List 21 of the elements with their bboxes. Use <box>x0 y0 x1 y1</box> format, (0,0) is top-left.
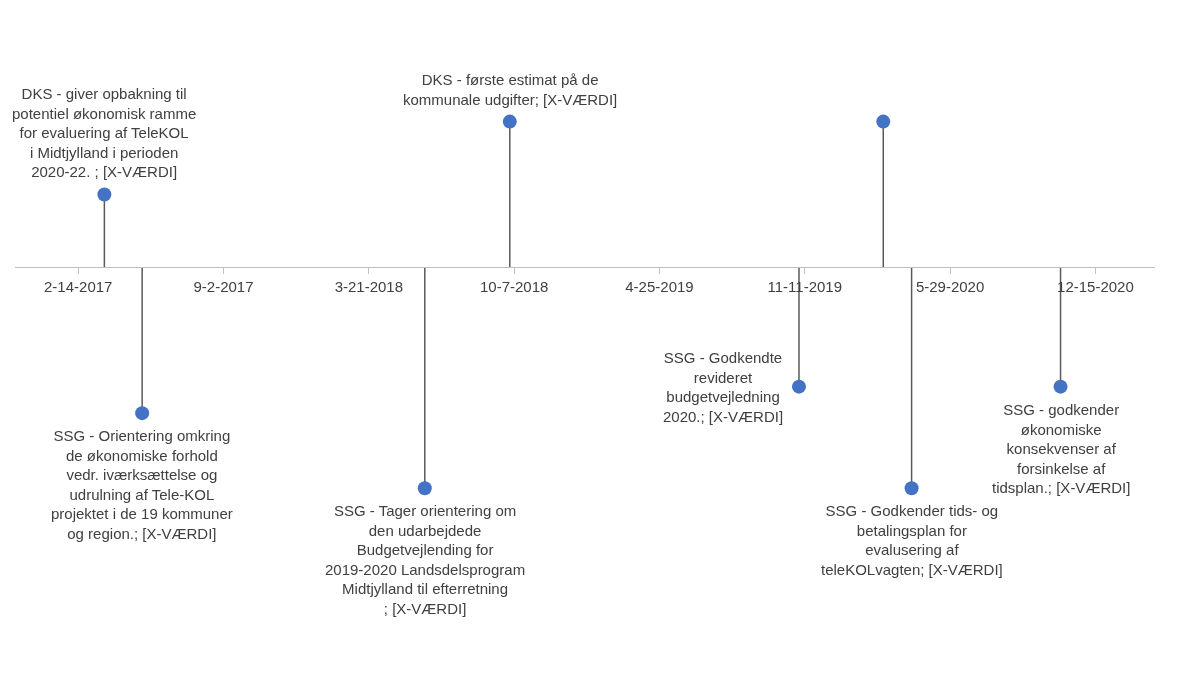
point <box>97 187 112 202</box>
point <box>417 481 432 496</box>
x-tick-label: 3-21-2018 <box>334 278 404 296</box>
x-tick-label: 10-7-2018 <box>479 278 549 296</box>
x-tick-label: 5-29-2020 <box>915 278 985 296</box>
annotation: SSG - Orientering omkring de økonomiske forhold vedr. iværksættelse og udrulning af Tele-KOL projektet i de 19 kommuner og region.; [X-VÆRDI] <box>51 427 233 542</box>
point <box>135 406 150 421</box>
point <box>502 114 517 129</box>
point <box>876 114 891 129</box>
annotation: SSG - godkender økonomiske konsekvenser af forsinkelse af tidsplan.; [X-VÆRDI] <box>992 401 1131 496</box>
annotation: SSG - Godkendte revideret budgetvejledning 2020.; [X-VÆRDI] <box>663 349 784 425</box>
point <box>791 379 806 394</box>
x-tick-label: 2-14-2017 <box>44 278 113 296</box>
annotation: DKS - giver opbakning til potentiel økonomisk ramme for evaluering af TeleKOL i Midtjylland i perioden 2020-22. ; [X-VÆRDI] <box>12 85 197 180</box>
annotation: DKS - første estimat på de kommunale udgifter; [X-VÆRDI] <box>403 71 618 108</box>
annotation: SSG - Tager orientering om den udarbejdede Budgetvejlending for 2019-2020 Landsdelsprogram Midtjylland til efterretning ; [X-VÆRDI] <box>325 502 526 617</box>
point <box>1053 379 1068 394</box>
x-tick-label: 4-25-2019 <box>625 278 694 296</box>
x-tick-label: 9-2-2017 <box>193 278 254 296</box>
annotation: SSG - Godkender tids- og betalingsplan for evalusering af teleKOLvagten; [X-VÆRDI] <box>821 502 1003 578</box>
point <box>904 481 919 496</box>
